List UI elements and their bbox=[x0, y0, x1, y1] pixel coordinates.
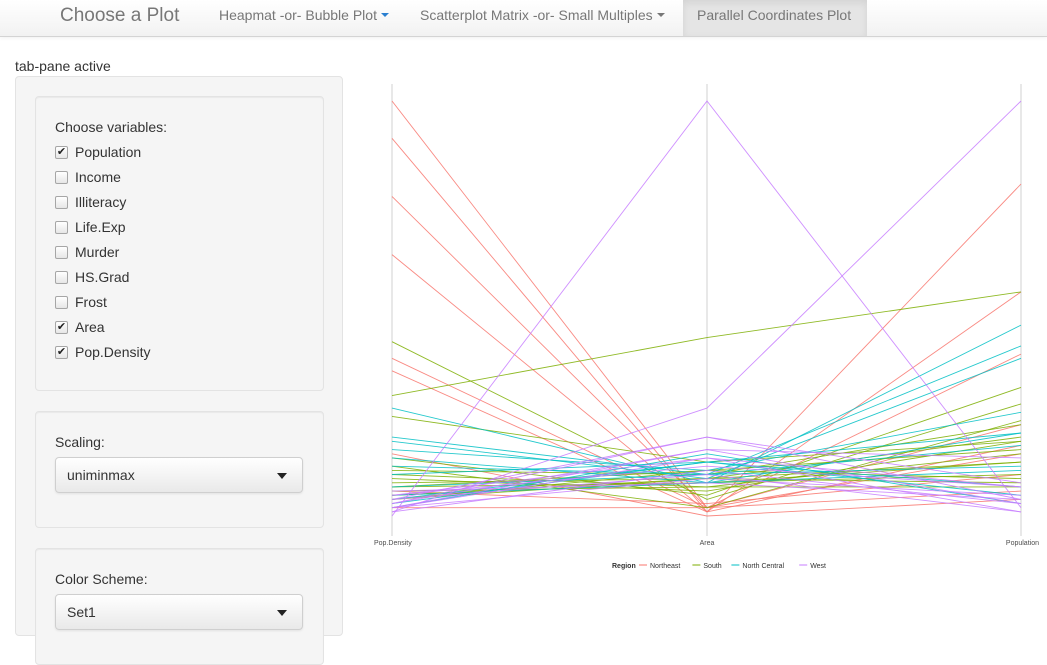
legend-label: South bbox=[703, 563, 721, 570]
series-line-south-2 bbox=[391, 291, 1022, 397]
checkbox-label: Income bbox=[75, 169, 121, 185]
checkbox-illiteracy[interactable]: Illiteracy bbox=[55, 192, 126, 212]
tab-heatmap-bubble-label: Heapmat -or- Bubble Plot bbox=[219, 7, 377, 23]
series-line-west-9 bbox=[391, 465, 1022, 496]
series-line-west-4 bbox=[391, 436, 1022, 500]
checkbox-label: Illiteracy bbox=[75, 194, 127, 210]
checkbox-label: Area bbox=[75, 319, 105, 335]
series-line-west-1 bbox=[391, 100, 1022, 517]
checkbox-murder[interactable]: Murder bbox=[55, 242, 119, 262]
checkbox-area[interactable]: ✔ Area bbox=[55, 317, 105, 337]
checkbox-frost[interactable]: Frost bbox=[55, 292, 107, 312]
tab-pane-label: tab-pane active bbox=[15, 58, 111, 74]
checkbox-box[interactable] bbox=[55, 270, 68, 284]
chevron-down-icon bbox=[380, 13, 389, 18]
series-line-west-2 bbox=[391, 100, 1022, 513]
axis-tick-label: Pop.Density bbox=[374, 540, 412, 547]
navbar: Choose a Plot Heapmat -or- Bubble Plot S… bbox=[0, 0, 1047, 37]
sidebar-panel: Choose variables: ✔ Population Income Il… bbox=[15, 76, 343, 665]
checkbox-box[interactable] bbox=[55, 220, 68, 234]
axis-tick-label: Area bbox=[700, 540, 715, 547]
series-line-south-1 bbox=[391, 341, 1022, 500]
checkbox-label: Pop.Density bbox=[75, 344, 151, 360]
legend-label: Northeast bbox=[650, 563, 680, 570]
chevron-down-icon bbox=[277, 610, 287, 616]
chevron-down-icon bbox=[656, 13, 665, 18]
checkbox-box[interactable]: ✔ bbox=[55, 145, 68, 159]
legend-label: North Central bbox=[742, 563, 784, 570]
scaling-select-value: uniminmax bbox=[67, 467, 135, 483]
color-scheme-label: Color Scheme: bbox=[55, 571, 148, 587]
checkbox-life-exp[interactable]: Life.Exp bbox=[55, 217, 126, 237]
scaling-well: Scaling: uniminmax bbox=[35, 411, 324, 528]
scaling-select[interactable]: uniminmax bbox=[55, 457, 303, 493]
variables-label: Choose variables: bbox=[55, 119, 168, 135]
legend-title: Region bbox=[612, 563, 636, 570]
series-line-west-11 bbox=[391, 474, 1022, 513]
tab-parallel-coordinates[interactable]: Parallel Coordinates Plot bbox=[683, 0, 867, 36]
checkbox-label: Murder bbox=[75, 244, 120, 260]
series-line-northeast-7 bbox=[391, 453, 1022, 517]
series-line-north-central-12 bbox=[391, 453, 1022, 509]
series-line-west-13 bbox=[391, 482, 1022, 500]
navbar-brand[interactable]: Choose a Plot bbox=[60, 5, 180, 26]
checkbox-label: Frost bbox=[75, 294, 107, 310]
checkbox-pop-density[interactable]: ✔ Pop.Density bbox=[55, 342, 150, 362]
scaling-label: Scaling: bbox=[55, 434, 105, 450]
axis-tick-label: Population bbox=[1006, 540, 1039, 547]
chevron-down-icon bbox=[277, 473, 287, 479]
checkbox-income[interactable]: Income bbox=[55, 167, 121, 187]
checkbox-hs-grad[interactable]: HS.Grad bbox=[55, 267, 129, 287]
checkbox-population[interactable]: ✔ Population bbox=[55, 142, 141, 162]
checkbox-label: Population bbox=[75, 144, 142, 160]
tab-scatterplot-matrix-label: Scatterplot Matrix -or- Small Multiples bbox=[420, 7, 653, 23]
checkbox-box[interactable] bbox=[55, 195, 68, 209]
checkbox-box[interactable] bbox=[55, 170, 68, 184]
series-line-west-12 bbox=[391, 478, 1022, 509]
color-scheme-select-value: Set1 bbox=[67, 604, 96, 620]
color-scheme-well: Color Scheme: Set1 bbox=[35, 548, 324, 665]
checkbox-box[interactable] bbox=[55, 245, 68, 259]
checkbox-box[interactable]: ✔ bbox=[55, 345, 68, 359]
variables-well: Choose variables: ✔ Population Income Il… bbox=[35, 96, 324, 391]
checkbox-box[interactable] bbox=[55, 295, 68, 309]
color-scheme-select[interactable]: Set1 bbox=[55, 594, 303, 630]
legend-label: West bbox=[810, 563, 826, 570]
tab-parallel-coordinates-label: Parallel Coordinates Plot bbox=[697, 7, 852, 23]
tab-scatterplot-matrix[interactable]: Scatterplot Matrix -or- Small Multiples bbox=[406, 0, 679, 36]
checkbox-box[interactable]: ✔ bbox=[55, 320, 68, 334]
parallel-coordinates-chart: Pop.Density Area Population Region Northeast… bbox=[374, 84, 1039, 570]
checkbox-label: HS.Grad bbox=[75, 269, 130, 285]
checkbox-label: Life.Exp bbox=[75, 219, 126, 235]
tab-heatmap-bubble[interactable]: Heapmat -or- Bubble Plot bbox=[205, 0, 403, 36]
